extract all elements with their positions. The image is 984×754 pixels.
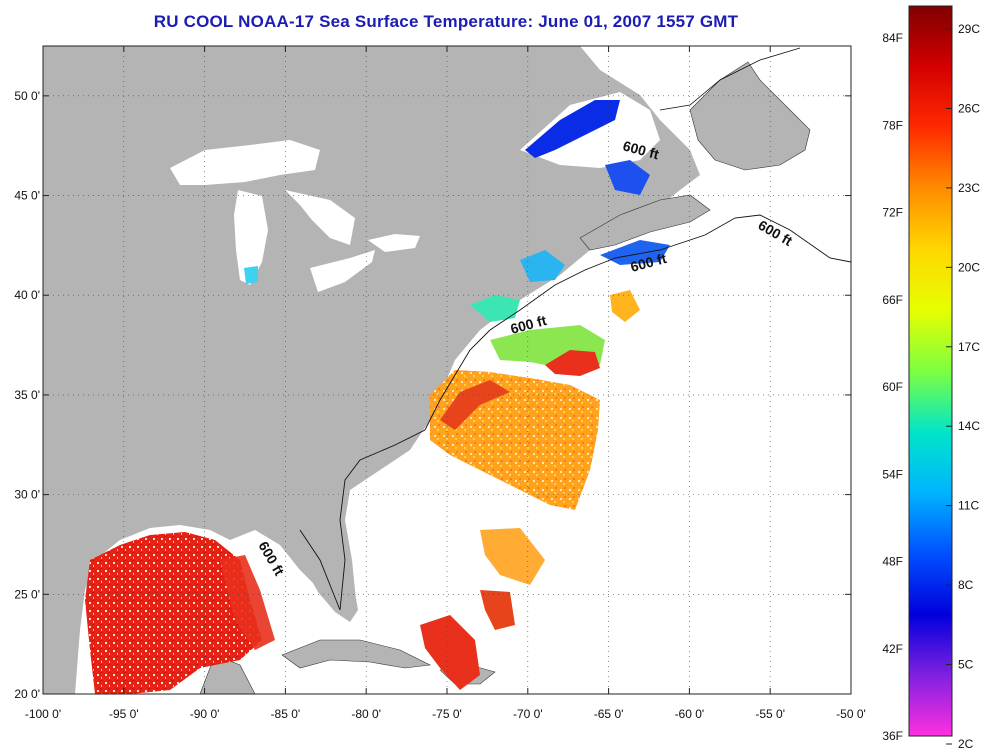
colorbar-fahrenheit-label: 66F [882, 293, 903, 307]
x-tick-label: -55 0' [755, 707, 785, 721]
lake-huron [285, 190, 355, 245]
sst-bahamas [480, 590, 515, 630]
colorbar-celsius-label: 11C [958, 499, 979, 513]
colorbar-fahrenheit-label: 78F [882, 118, 903, 132]
y-tick-label: 30 0' [14, 488, 40, 502]
colorbar-celsius-label: 26C [958, 101, 980, 115]
lake-erie [310, 250, 375, 292]
lake-michigan [234, 190, 268, 285]
y-tick-label: 45 0' [14, 189, 40, 203]
depth-contour-600ft [299, 214, 851, 611]
sst-lake-michigan [244, 266, 258, 284]
colorbar-celsius-label: 8C [958, 578, 974, 592]
x-tick-label: -90 0' [190, 707, 220, 721]
x-tick-label: -100 0' [25, 707, 61, 721]
x-tick-label: -80 0' [351, 707, 381, 721]
colorbar-fahrenheit-label: 60F [882, 380, 903, 394]
colorbar-labels: 84F 78F 72F 66F 60F 54F 48F 42F 36F 29C 26C 23C 20C 1… [882, 22, 980, 751]
colorbar-celsius-label: 17C [958, 340, 980, 354]
sst-off-shelf-east [610, 290, 640, 322]
x-tick-label: -75 0' [432, 707, 462, 721]
y-tick-label: 40 0' [14, 288, 40, 302]
colorbar-strip [908, 5, 953, 737]
sst-gulf-st-lawrence-south [605, 160, 650, 195]
depth-contour-600ft-north [659, 47, 801, 111]
graticule [43, 46, 851, 694]
colorbar-fahrenheit-label: 84F [882, 31, 903, 45]
colorbar-fahrenheit-label: 72F [882, 206, 903, 220]
y-tick-label: 35 0' [14, 388, 40, 402]
sst-warm-core-ring [545, 350, 600, 376]
colorbar-fahrenheit-label: 42F [882, 642, 903, 656]
y-tick-label: 20 0' [14, 687, 40, 701]
colorbar-celsius-label: 5C [958, 658, 974, 672]
newfoundland-land [689, 61, 811, 171]
colorbar-celsius-label: 14C [958, 419, 980, 433]
x-tick-label: -95 0' [109, 707, 139, 721]
colorbar-fahrenheit-label: 48F [882, 555, 903, 569]
sst-new-england-shelf [470, 295, 520, 322]
lake-ontario [368, 234, 420, 252]
x-tick-label: -85 0' [271, 707, 301, 721]
sst-gulf-of-mexico [85, 532, 262, 694]
y-tick-label: 50 0' [14, 89, 40, 103]
sst-gulf-stream-core [440, 380, 510, 430]
axis-ticks: -100 0' -95 0' -90 0' -85 0' -80 0' -75 0' -70… [14, 46, 866, 721]
cuba-land [281, 639, 432, 669]
y-tick-label: 25 0' [14, 587, 40, 601]
x-tick-label: -70 0' [513, 707, 543, 721]
sst-gulf-st-lawrence [525, 100, 620, 158]
sst-sargasso-south [480, 528, 545, 585]
colorbar-celsius-label: 23C [958, 181, 980, 195]
nova-scotia-land [579, 194, 711, 251]
sst-caribbean [420, 615, 480, 690]
colorbar-celsius-label: 20C [958, 260, 980, 274]
sst-scotian-shelf [600, 240, 670, 265]
sst-gulf-of-maine [520, 250, 565, 282]
x-tick-label: -50 0' [836, 707, 866, 721]
colorbar-fahrenheit-label: 54F [882, 467, 903, 481]
colorbar-fahrenheit-label: 36F [882, 729, 903, 743]
sst-gulf-east [220, 555, 275, 650]
lake-superior [170, 140, 320, 185]
colorbar-celsius-label: 29C [958, 22, 980, 36]
x-tick-label: -60 0' [675, 707, 705, 721]
north-america-land [43, 46, 700, 694]
colorbar-celsius-label: 2C [958, 737, 974, 751]
map-title: RU COOL NOAA-17 Sea Surface Temperature:… [153, 12, 739, 31]
x-tick-label: -65 0' [594, 707, 624, 721]
